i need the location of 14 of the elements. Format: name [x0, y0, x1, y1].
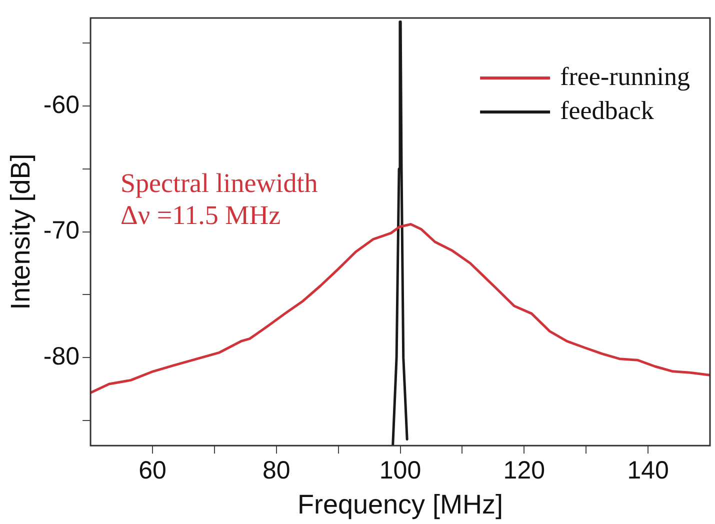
y-axis-title: Intensity [dB] — [6, 154, 36, 310]
y-tick-label: -60 — [43, 90, 80, 119]
x-tick-label: 60 — [138, 456, 166, 484]
y-tick-label: -80 — [43, 342, 80, 370]
annotation: Δν =11.5 MHz — [120, 200, 281, 230]
x-tick-label: 140 — [627, 456, 669, 484]
x-tick-label: 120 — [503, 456, 546, 484]
x-tick-label: 100 — [379, 456, 422, 484]
y-tick-label: -70 — [43, 216, 80, 245]
annotation: Spectral linewidth — [120, 168, 318, 198]
legend-label: feedback — [560, 96, 654, 125]
legend-label: free-running — [560, 62, 690, 91]
x-axis-title: Frequency [MHz] — [297, 489, 504, 520]
x-tick-label: 80 — [262, 456, 290, 484]
